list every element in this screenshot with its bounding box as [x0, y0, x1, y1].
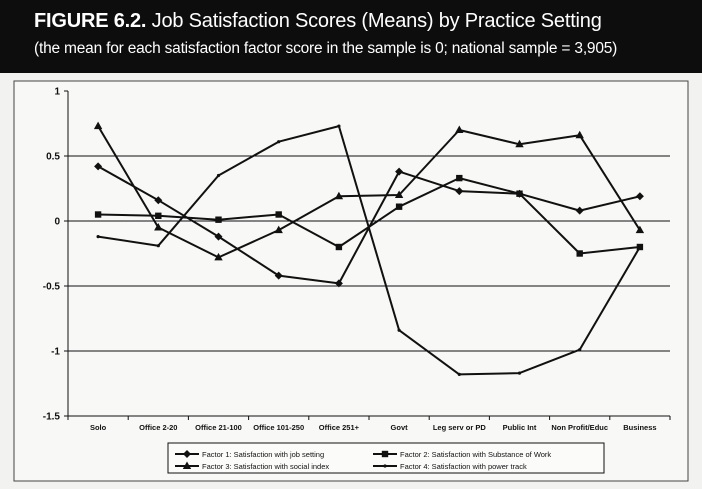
y-tick-label: -1.5 [43, 412, 61, 423]
legend-marker [383, 464, 387, 468]
legend-marker [183, 450, 191, 458]
figure-title-line: FIGURE 6.2. Job Satisfaction Scores (Mea… [34, 10, 602, 33]
series-3 [93, 121, 645, 261]
x-tick-label: Office 21-100 [195, 423, 242, 432]
data-point [334, 279, 343, 288]
y-tick-label: 0.5 [46, 152, 60, 163]
x-tick-label: Business [623, 423, 656, 432]
data-point [395, 203, 403, 210]
data-point [575, 206, 584, 215]
legend-label: Factor 4: Satisfaction with power track [400, 462, 527, 471]
data-point [394, 190, 404, 198]
x-tick-label: Office 2-20 [139, 423, 177, 432]
data-point [576, 250, 583, 257]
line-chart: 1 0.5 0 -0.5 -1 -1.5 Solo Office 2-20 Office 21-… [13, 80, 689, 482]
data-point [154, 196, 163, 205]
data-point [215, 216, 222, 223]
data-point [214, 252, 223, 261]
data-point [337, 124, 341, 128]
legend-label: Factor 1: Satisfaction with job setting [202, 450, 324, 459]
y-tick-label: 0 [54, 217, 60, 228]
data-point [455, 187, 464, 196]
legend-marker [182, 461, 192, 469]
data-point [94, 211, 102, 218]
data-point [395, 167, 404, 176]
data-point [635, 192, 644, 201]
figure-header: FIGURE 6.2. Job Satisfaction Scores (Mea… [0, 0, 702, 73]
data-point [93, 121, 103, 130]
data-point [517, 371, 522, 375]
data-point [575, 130, 584, 139]
x-tick-label: Solo [90, 423, 107, 432]
series-4 [96, 124, 642, 376]
figure-subtitle: (the mean for each satisfaction factor s… [34, 40, 618, 57]
data-point [516, 190, 523, 197]
data-point [96, 235, 100, 239]
chart-area: 1 0.5 0 -0.5 -1 -1.5 Solo Office 2-20 Office 21-… [0, 73, 702, 489]
data-point [397, 328, 401, 332]
x-tick-label: Office 251+ [319, 423, 360, 432]
data-point [216, 173, 221, 178]
x-tick-label: Govt [391, 423, 409, 432]
legend-label: Factor 2: Satisfaction with Substance of… [400, 450, 551, 459]
data-point [334, 191, 344, 200]
data-point [455, 125, 464, 133]
data-point [154, 223, 163, 231]
data-point [274, 225, 283, 234]
figure-title: Job Satisfaction Scores (Means) by Pract… [151, 10, 602, 32]
x-tick-label: Public Int [503, 423, 537, 432]
data-point [515, 139, 524, 148]
series-line [97, 125, 641, 259]
data-point [457, 372, 461, 376]
data-point [214, 232, 223, 241]
data-point [94, 162, 103, 171]
x-tick-label: Leg serv or PD [433, 423, 487, 432]
y-tick-label: -0.5 [43, 282, 61, 293]
legend-label: Factor 3: Satisfaction with social index [202, 462, 329, 471]
legend: Factor 1: Satisfaction with job setting F… [167, 442, 605, 474]
y-tick-label: 1 [54, 87, 60, 98]
figure-label: FIGURE 6.2. [34, 10, 147, 32]
data-point [275, 211, 282, 218]
data-point [277, 140, 281, 144]
series-line [97, 125, 641, 376]
chart-frame [13, 80, 689, 482]
data-point [456, 174, 463, 182]
data-point [156, 244, 160, 248]
data-point [274, 271, 283, 280]
x-tick-label: Non Profit/Educ [551, 423, 608, 432]
legend-marker [381, 450, 389, 458]
data-point [578, 348, 582, 352]
data-point [638, 245, 642, 249]
data-point [335, 243, 343, 251]
data-point [155, 212, 162, 219]
legend-box [167, 442, 605, 474]
data-point [635, 225, 645, 234]
x-tick-label: Office 101-250 [253, 423, 304, 432]
y-tick-label: -1 [51, 347, 60, 358]
